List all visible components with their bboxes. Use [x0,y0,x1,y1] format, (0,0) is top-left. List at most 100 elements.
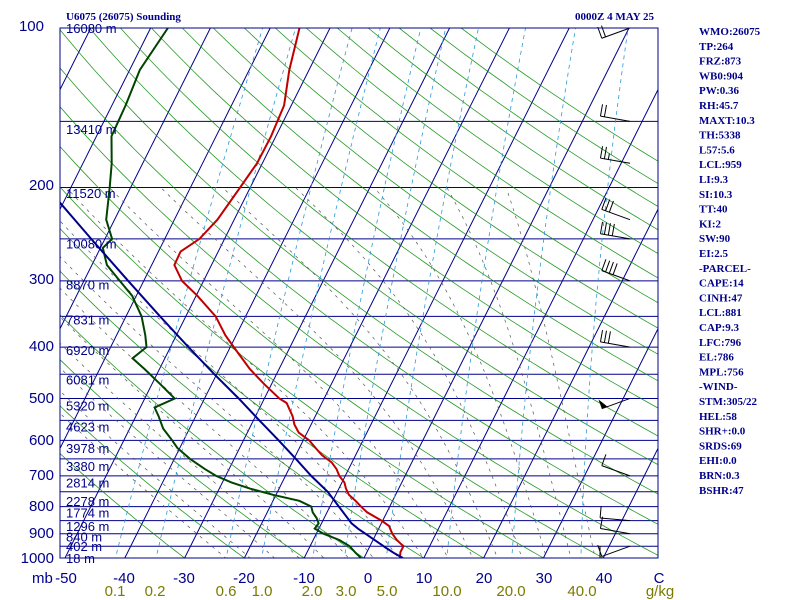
index-line: SI:10.3 [699,189,733,201]
mixing-ratio-line [312,28,422,558]
wind-barb-flag [599,146,604,159]
parcel-profile [60,201,404,558]
mixing-ratio-tick-label: 40.0 [567,583,596,600]
wind-barb [601,259,631,282]
wind-barb-staff [600,157,631,164]
temperature-tick-label: -10 [293,570,315,587]
wind-barb-staff [600,115,631,122]
index-line: FRZ:873 [699,56,742,68]
wind-barb-flag [599,104,604,117]
index-line: SRDS:69 [699,440,742,452]
dry-adiabat-line [305,28,658,279]
height-label: 1774 m [66,505,109,520]
wind-barb-flag [608,261,614,274]
pressure-tick-label: 800 [29,498,54,515]
index-line: PW:0.36 [699,85,740,97]
pressure-tick-label: 1000 [21,550,54,567]
dry-adiabat-line [60,359,305,558]
mixing-ratio-tick-label: 2.0 [302,583,323,600]
wind-barb-flag [608,200,614,213]
height-label: 6081 m [66,372,109,387]
pressure-tick-label: 700 [29,467,54,484]
wind-barb-flag [601,454,607,466]
wind-barb-flag [605,199,611,211]
height-label: 402 m [66,539,102,554]
temperature-tick-label: 40 [596,570,613,587]
moist-adiabat-line [66,187,424,558]
index-line: EHI:0.0 [699,455,737,467]
pressure-tick-label: 900 [29,525,54,542]
pressure-tick-label: 100 [19,18,44,35]
wind-barb [599,104,631,122]
wind-barb-flag [597,545,603,557]
height-label: 840 m [66,529,102,544]
index-line: CINH:47 [699,292,743,304]
stability-indices-panel: WMO:26075 TP:264 FRZ:873 WB0:904 PW:0.36 RH:4… [699,26,761,497]
wind-barb [599,146,631,164]
index-line: EI:2.5 [699,248,729,260]
isotherm-line [243,28,510,558]
temperature-tick-label: 20 [476,570,493,587]
wind-barb-flag [611,223,615,236]
index-line: TH:5338 [699,130,741,142]
index-line: BSHR:47 [699,485,744,497]
index-line: WB0:904 [699,70,744,82]
moist-adiabat-line [60,287,349,558]
mixing-ratio-tick-label: 0.6 [216,583,237,600]
dry-adiabat-line [213,28,658,355]
index-line: LFC:796 [699,337,742,349]
dry-adiabat-line [336,28,658,255]
isotherm-line [60,28,271,450]
isotherm-line [60,28,211,330]
dry-adiabat-line [60,405,246,558]
isotherm-line [423,88,658,558]
wind-barb-flag [605,260,611,273]
wind-barb-pennant [598,399,608,409]
dry-adiabat-line [120,28,658,437]
dewpoint-profile [101,28,362,558]
index-line: TP:264 [699,41,734,53]
index-line: KI:2 [699,218,722,230]
index-line: LCL:881 [699,307,742,319]
dry-adiabat-line [60,67,658,525]
temperature-profile [173,28,405,558]
height-label: 16080 m [66,21,117,36]
dry-adiabat-line [60,314,365,558]
profile-lines [60,28,405,558]
index-line: MAXT:10.3 [699,115,755,127]
index-line: CAPE:14 [699,278,744,290]
index-line: -PARCEL- [699,263,751,275]
pressure-tick-label: 300 [29,271,54,288]
wind-barb-flag [607,223,611,236]
pressure-tick-label: 400 [29,338,54,355]
isotherm-line [60,28,152,211]
wind-barb-staff [600,517,631,522]
index-line: MPL:756 [699,366,744,378]
y-axis-label: mb [32,570,53,587]
wind-barb-flag [603,330,607,343]
wind-barb-flag [603,146,607,159]
index-line: RH:45.7 [699,100,739,112]
wind-barb-flag [597,26,603,39]
height-label: 18 m [66,551,95,566]
moist-adiabat-line [373,187,547,558]
dry-adiabat-line [60,186,545,558]
wind-barb-flag [603,222,607,235]
index-line: LCL:959 [699,159,742,171]
wind-barb-flag [601,259,607,271]
moist-adiabat-line [109,187,449,558]
wind-barb-staff [600,233,631,240]
height-label: 6920 m [66,343,109,358]
index-line: BRN:0.3 [699,470,740,482]
index-line: SW:90 [699,233,731,245]
dry-adiabat-line [182,28,658,382]
wind-barb-staff [600,341,631,348]
wind-barb-flag [599,505,602,519]
isotherm-line [483,208,658,558]
wind-barb-staff [600,528,631,535]
wind-barb-flag [603,104,607,117]
height-label: 13410 m [66,122,117,137]
height-label: 11520 m [66,186,116,201]
height-label: 2278 m [66,494,109,509]
dry-adiabat-line [60,29,658,495]
